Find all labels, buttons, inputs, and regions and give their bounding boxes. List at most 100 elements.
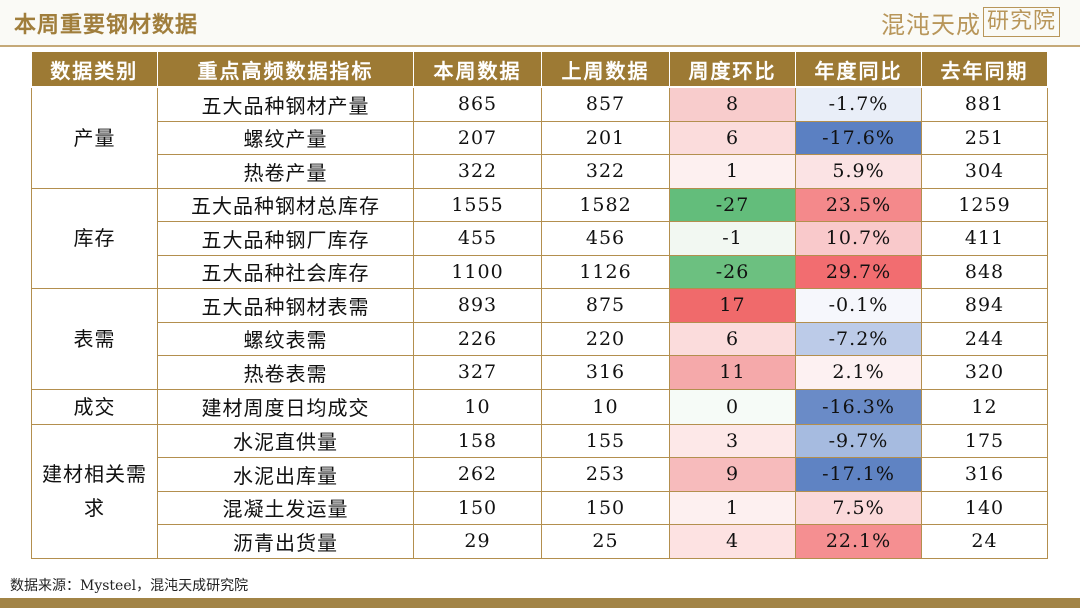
table-row: 建材相关需求 水泥直供量 158 155 3 -9.7% 175 xyxy=(31,423,1048,559)
wow-change-cell: 1 xyxy=(669,490,796,525)
indicator-cell: 沥青出货量 xyxy=(157,524,414,559)
indicator-cell: 水泥出库量 xyxy=(157,457,414,492)
brand-logo: 混沌天成 研究院 xyxy=(880,6,1060,39)
yoy-change-cell: -17.6% xyxy=(795,120,922,155)
indicator-cell: 五大品种钢材总库存 xyxy=(157,187,414,222)
yoy-change-cell: -9.7% xyxy=(795,423,922,458)
yoy-change-cell: -1.7% xyxy=(795,86,922,122)
table-row: 五大品种钢厂库存 455 456 -1 10.7% 411 xyxy=(32,221,1048,256)
last-year-cell: 1259 xyxy=(921,187,1048,222)
yoy-change-cell: 10.7% xyxy=(795,221,922,256)
table-row: 混凝土发运量 150 150 1 7.5% 140 xyxy=(32,490,1048,525)
yoy-change-cell: 2.1% xyxy=(795,355,922,390)
indicator-cell: 五大品种钢材产量 xyxy=(157,86,414,122)
category-cell: 成交 xyxy=(31,388,158,425)
category-cell: 建材相关需求 xyxy=(31,423,158,559)
last-week-cell: 25 xyxy=(541,524,670,559)
last-week-cell: 253 xyxy=(541,457,670,492)
logo-boxed-text: 研究院 xyxy=(982,7,1060,37)
indicator-cell: 建材周度日均成交 xyxy=(157,388,414,425)
table-row: 热卷产量 322 322 1 5.9% 304 xyxy=(32,154,1048,189)
steel-data-table: 数据类别 重点高频数据指标 本周数据 上周数据 周度环比 年度同比 去年同期 产量 五大品种钢… xyxy=(31,52,1048,559)
source-note: 数据来源：Mysteel，混沌天成研究院 xyxy=(10,578,249,594)
indicator-cell: 五大品种社会库存 xyxy=(157,254,414,289)
table-row: 五大品种社会库存 1100 1126 -26 29.7% 848 xyxy=(32,254,1048,289)
footer-bar xyxy=(0,598,1080,608)
last-week-cell: 1582 xyxy=(541,187,670,222)
column-header: 数据类别 xyxy=(31,52,158,88)
yoy-change-cell: -0.1% xyxy=(795,288,922,323)
last-week-cell: 857 xyxy=(541,86,670,122)
table-header-row: 数据类别 重点高频数据指标 本周数据 上周数据 周度环比 年度同比 去年同期 xyxy=(31,52,1048,88)
header-band: 本周重要钢材数据 混沌天成 研究院 xyxy=(0,0,1080,46)
last-year-cell: 881 xyxy=(921,86,1048,122)
page-title: 本周重要钢材数据 xyxy=(14,13,199,38)
last-year-cell: 140 xyxy=(921,490,1048,525)
yoy-change-cell: -16.3% xyxy=(795,388,922,425)
last-year-cell: 316 xyxy=(921,457,1048,492)
category-cell: 库存 xyxy=(31,187,158,289)
last-year-cell: 175 xyxy=(921,423,1048,458)
wow-change-cell: 8 xyxy=(669,86,796,122)
yoy-change-cell: -17.1% xyxy=(795,457,922,492)
last-week-cell: 155 xyxy=(541,423,670,458)
last-week-cell: 316 xyxy=(541,355,670,390)
last-week-cell: 1126 xyxy=(541,254,670,289)
this-week-cell: 327 xyxy=(413,355,542,390)
wow-change-cell: 6 xyxy=(669,321,796,356)
last-year-cell: 320 xyxy=(921,355,1048,390)
this-week-cell: 158 xyxy=(413,423,542,458)
last-year-cell: 12 xyxy=(921,388,1048,425)
wow-change-cell: 0 xyxy=(669,388,796,425)
wow-change-cell: -26 xyxy=(669,254,796,289)
this-week-cell: 150 xyxy=(413,490,542,525)
indicator-cell: 五大品种钢厂库存 xyxy=(157,221,414,256)
yoy-change-cell: 29.7% xyxy=(795,254,922,289)
column-header: 去年同期 xyxy=(921,52,1048,88)
table-row: 成交 建材周度日均成交 10 10 0 -16.3% 12 xyxy=(31,388,1048,425)
last-week-cell: 150 xyxy=(541,490,670,525)
yoy-change-cell: -7.2% xyxy=(795,321,922,356)
indicator-cell: 五大品种钢材表需 xyxy=(157,288,414,323)
table-row: 产量 五大品种钢材产量 865 857 8 -1.7% 881 xyxy=(31,86,1048,189)
this-week-cell: 455 xyxy=(413,221,542,256)
indicator-cell: 热卷产量 xyxy=(157,154,414,189)
yoy-change-cell: 5.9% xyxy=(795,154,922,189)
last-week-cell: 201 xyxy=(541,120,670,155)
wow-change-cell: 3 xyxy=(669,423,796,458)
table-row: 库存 五大品种钢材总库存 1555 1582 -27 23.5% 1259 xyxy=(31,187,1048,289)
yoy-change-cell: 22.1% xyxy=(795,524,922,559)
this-week-cell: 29 xyxy=(413,524,542,559)
category-cell: 表需 xyxy=(31,288,158,390)
last-week-cell: 10 xyxy=(541,388,670,425)
column-header: 重点高频数据指标 xyxy=(157,52,414,88)
logo-text: 混沌天成 xyxy=(880,10,981,39)
column-header: 本周数据 xyxy=(413,52,542,88)
yoy-change-cell: 23.5% xyxy=(795,187,922,222)
this-week-cell: 10 xyxy=(413,388,542,425)
last-year-cell: 894 xyxy=(921,288,1048,323)
this-week-cell: 226 xyxy=(413,321,542,356)
this-week-cell: 207 xyxy=(413,120,542,155)
table-row: 螺纹产量 207 201 6 -17.6% 251 xyxy=(32,120,1048,155)
wow-change-cell: 11 xyxy=(669,355,796,390)
table-row: 沥青出货量 29 25 4 22.1% 24 xyxy=(32,524,1048,559)
table-row: 水泥出库量 262 253 9 -17.1% 316 xyxy=(32,457,1048,492)
header-divider xyxy=(0,45,1080,47)
this-week-cell: 1555 xyxy=(413,187,542,222)
last-week-cell: 322 xyxy=(541,154,670,189)
indicator-cell: 螺纹产量 xyxy=(157,120,414,155)
last-year-cell: 304 xyxy=(921,154,1048,189)
column-header: 年度同比 xyxy=(795,52,922,88)
this-week-cell: 893 xyxy=(413,288,542,323)
this-week-cell: 322 xyxy=(413,154,542,189)
table-row: 热卷表需 327 316 11 2.1% 320 xyxy=(32,355,1048,390)
wow-change-cell: -1 xyxy=(669,221,796,256)
yoy-change-cell: 7.5% xyxy=(795,490,922,525)
last-year-cell: 411 xyxy=(921,221,1048,256)
wow-change-cell: 17 xyxy=(669,288,796,323)
table-row: 表需 五大品种钢材表需 893 875 17 -0.1% 894 xyxy=(31,288,1048,390)
last-year-cell: 244 xyxy=(921,321,1048,356)
last-week-cell: 456 xyxy=(541,221,670,256)
column-header: 周度环比 xyxy=(669,52,796,88)
